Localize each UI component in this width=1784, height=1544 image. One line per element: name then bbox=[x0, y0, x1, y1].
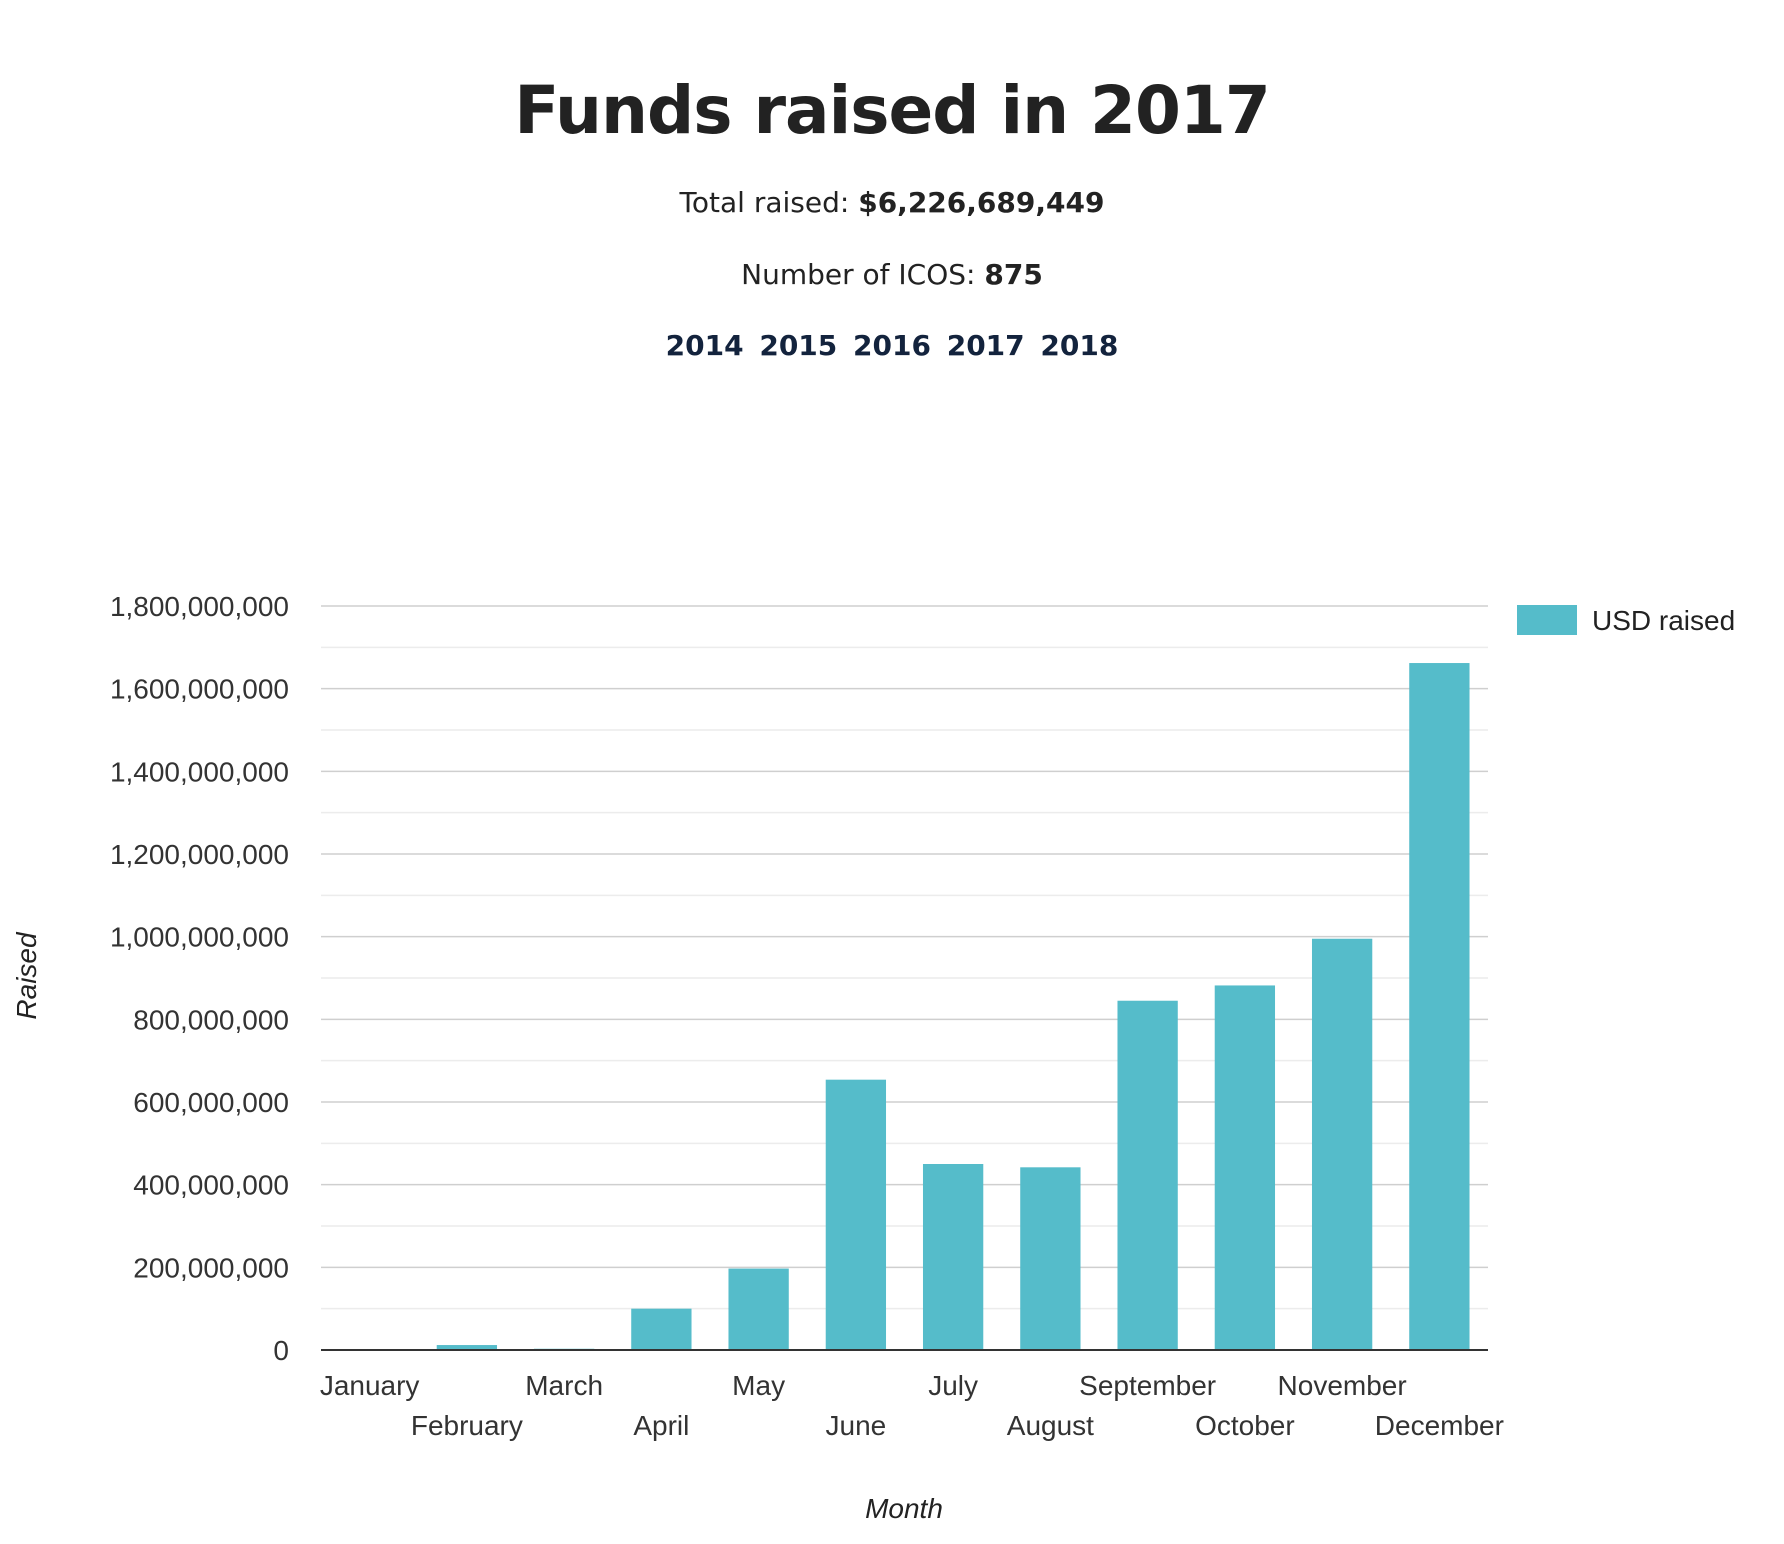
x-tick-label: September bbox=[1079, 1370, 1216, 1401]
x-tick-label: November bbox=[1278, 1370, 1407, 1401]
year-selector: 2014 2015 2016 2017 2018 bbox=[0, 329, 1784, 362]
x-tick-label: May bbox=[732, 1370, 785, 1401]
ico-count-value: 875 bbox=[984, 258, 1043, 291]
bar-july[interactable] bbox=[922, 1164, 984, 1350]
x-tick-label: April bbox=[633, 1410, 689, 1441]
y-tick-label: 1,200,000,000 bbox=[110, 839, 289, 870]
year-link-2015[interactable]: 2015 bbox=[759, 329, 838, 362]
year-link-2018[interactable]: 2018 bbox=[1040, 329, 1119, 362]
bar-may[interactable] bbox=[728, 1268, 789, 1350]
y-tick-label: 600,000,000 bbox=[133, 1087, 289, 1118]
bar-june[interactable] bbox=[825, 1079, 887, 1350]
total-raised-line: Total raised: $6,226,689,449 bbox=[0, 186, 1784, 219]
year-link-2014[interactable]: 2014 bbox=[665, 329, 744, 362]
x-tick-label: October bbox=[1195, 1410, 1295, 1441]
y-tick-label: 400,000,000 bbox=[133, 1170, 289, 1201]
y-axis-title: Raised bbox=[11, 931, 42, 1020]
y-tick-label: 1,800,000,000 bbox=[110, 591, 289, 622]
bars bbox=[436, 663, 1470, 1350]
legend-label: USD raised bbox=[1592, 605, 1735, 636]
ico-count-label: Number of ICOS: bbox=[741, 258, 976, 291]
chart-title: Funds raised in 2017 bbox=[514, 72, 1271, 149]
x-tick-label: December bbox=[1375, 1410, 1504, 1441]
y-tick-label: 800,000,000 bbox=[133, 1004, 289, 1035]
y-tick-label: 1,400,000,000 bbox=[110, 756, 289, 787]
y-tick-label: 1,600,000,000 bbox=[110, 674, 289, 705]
legend: USD raised bbox=[1517, 605, 1735, 636]
x-axis-title: Month bbox=[865, 1493, 943, 1524]
year-link-2017[interactable]: 2017 bbox=[946, 329, 1025, 362]
x-tick-label: August bbox=[1007, 1410, 1094, 1441]
y-tick-label: 200,000,000 bbox=[133, 1252, 289, 1283]
ico-count-line: Number of ICOS: 875 bbox=[0, 258, 1784, 291]
x-tick-label: July bbox=[928, 1370, 978, 1401]
total-raised-value: $6,226,689,449 bbox=[858, 186, 1105, 219]
y-tick-label: 1,000,000,000 bbox=[110, 922, 289, 953]
grid-lines bbox=[321, 605, 1488, 1310]
x-tick-label: June bbox=[826, 1410, 887, 1441]
x-tick-label: January bbox=[320, 1370, 420, 1401]
bar-august[interactable] bbox=[1020, 1167, 1081, 1350]
bar-february[interactable] bbox=[436, 1345, 498, 1350]
x-tick-label: February bbox=[411, 1410, 523, 1441]
bar-september[interactable] bbox=[1117, 1000, 1178, 1350]
y-tick-label: 0 bbox=[273, 1335, 289, 1366]
year-link-2016[interactable]: 2016 bbox=[853, 329, 931, 362]
x-tick-label: March bbox=[525, 1370, 603, 1401]
total-raised-label: Total raised: bbox=[679, 186, 850, 219]
bar-november[interactable] bbox=[1311, 938, 1373, 1350]
bar-april[interactable] bbox=[631, 1308, 692, 1350]
legend-swatch bbox=[1517, 605, 1577, 635]
bar-october[interactable] bbox=[1214, 985, 1276, 1350]
tick-labels: 0 200,000,000 400,000,000 600,000,000 800,00… bbox=[110, 591, 1504, 1441]
bar-december[interactable] bbox=[1409, 663, 1470, 1350]
